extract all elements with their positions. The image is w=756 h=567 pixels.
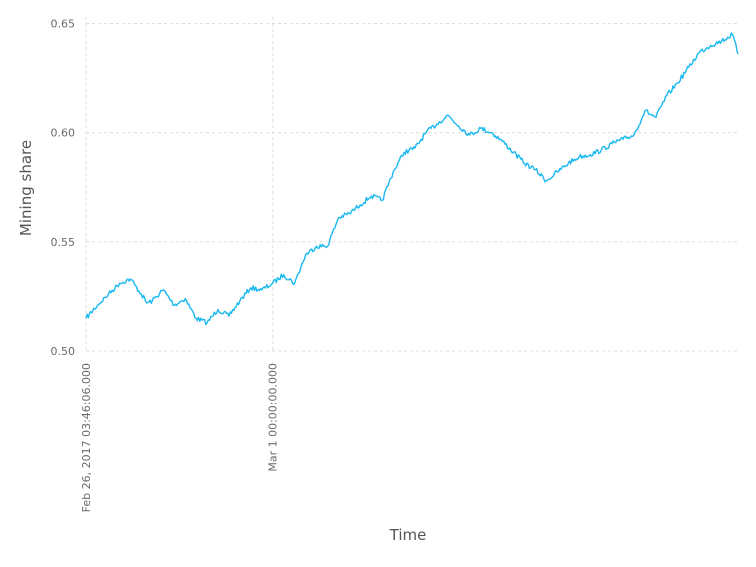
x-axis-title: Time xyxy=(389,526,427,544)
x-tick-label: Feb 26, 2017 03:46:06.000 xyxy=(80,363,93,512)
y-tick-label: 0.65 xyxy=(51,18,76,31)
y-tick-label: 0.50 xyxy=(51,345,76,358)
x-tick-label: Mar 1 00:00:00.000 xyxy=(267,363,280,472)
y-axis-ticks: 0.50 0.55 0.60 0.65 xyxy=(51,18,76,358)
y-axis-title: Mining share xyxy=(17,140,35,236)
y-tick-label: 0.60 xyxy=(51,127,76,140)
y-tick-label: 0.55 xyxy=(51,236,76,249)
mining-share-line xyxy=(85,32,739,326)
plot-area xyxy=(85,32,739,326)
grid-lines xyxy=(85,17,738,352)
x-axis-ticks: Feb 26, 2017 03:46:06.000 Mar 1 00:00:00.… xyxy=(80,363,280,512)
